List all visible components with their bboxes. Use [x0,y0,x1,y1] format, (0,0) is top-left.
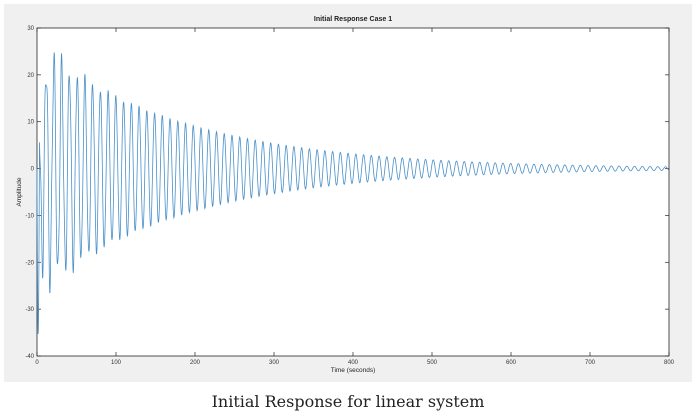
x-tick-label: 500 [427,360,438,366]
figure-caption: Initial Response for linear system [211,392,485,411]
x-tick-label: 100 [111,360,122,366]
y-tick-label: 20 [27,73,34,79]
chart-title: Initial Response Case 1 [314,16,392,23]
y-tick-label: 0 [31,167,35,173]
x-tick-label: 600 [506,360,517,366]
y-tick-label: -10 [25,213,34,219]
plot-area [36,27,670,357]
y-tick-label: -20 [25,260,34,266]
y-tick-label: 10 [27,120,34,126]
x-tick-label: 300 [269,360,280,366]
y-axis-label: Amplitude [16,177,23,206]
axis-ticks: 0 100 200 300 400 500 600 700 800 -40 -30 -20 -10 0 10… [25,26,674,366]
y-tick-label: -40 [25,354,34,360]
x-tick-label: 700 [585,360,596,366]
x-axis-label: Time (seconds) [331,367,376,374]
chart-svg: Initial Response Case 1 Time (seconds) A… [16,16,675,374]
series-group [36,52,670,335]
series-line [36,52,670,335]
y-tick-label: -30 [25,307,34,313]
x-tick-label: 400 [348,360,359,366]
x-tick-label: 800 [664,360,675,366]
x-tick-label: 0 [35,360,39,366]
x-tick-label: 200 [190,360,201,366]
y-tick-label: 30 [27,26,34,32]
